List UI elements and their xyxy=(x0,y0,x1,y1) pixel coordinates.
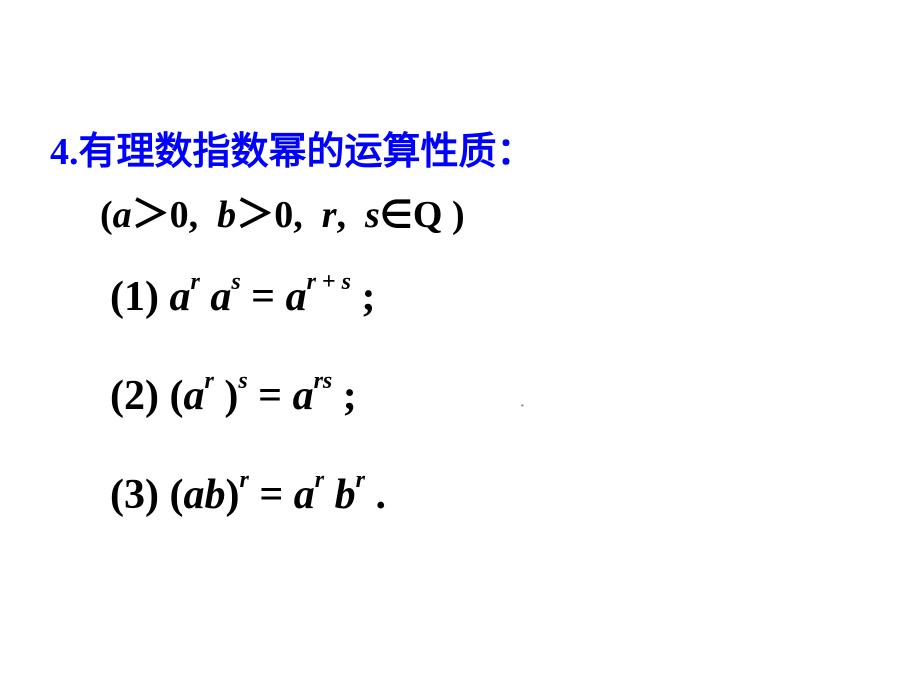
eq2-a2: a xyxy=(293,373,314,419)
var-r: r xyxy=(322,194,337,236)
set-q: Q xyxy=(413,194,443,236)
eq1-a3: a xyxy=(286,274,307,320)
eq2-a: a xyxy=(183,373,204,419)
zero-2: 0, xyxy=(274,194,312,236)
equation-3: (3) (ab)r = ar br . xyxy=(110,466,870,525)
eq1-semicolon: ; xyxy=(351,274,376,320)
var-s: s xyxy=(365,194,380,236)
eq2-exp-r: r xyxy=(204,368,213,394)
eq1-label: (1) xyxy=(110,274,169,320)
eq3-a: a xyxy=(183,472,204,518)
eq1-a1: a xyxy=(169,274,190,320)
paren-open: ( xyxy=(100,194,113,236)
eq1-a2: a xyxy=(210,274,231,320)
slide-content: 4.有理数指数幂的运算性质： (a＞0, b＞0, r, s∈Q ) (1) a… xyxy=(50,120,870,564)
eq3-close: ) xyxy=(225,472,239,518)
eq3-b2: b xyxy=(335,472,356,518)
eq1-exp-rs: r + s xyxy=(307,269,351,295)
eq2-exp-rs: rs xyxy=(314,368,333,394)
eq3-sp xyxy=(324,472,335,518)
eq3-exp-r: r xyxy=(239,467,248,493)
eq2-equals: = xyxy=(248,373,293,419)
eq3-b: b xyxy=(204,472,225,518)
eq1-sp xyxy=(200,274,211,320)
comma: , xyxy=(336,194,355,236)
equation-1: (1) ar as = ar + s ; xyxy=(110,268,870,327)
section-title: 4.有理数指数幂的运算性质： xyxy=(50,120,870,175)
eq3-period: . xyxy=(365,472,386,518)
condition-line: (a＞0, b＞0, r, s∈Q ) xyxy=(100,183,870,238)
eq1-equals: = xyxy=(241,274,286,320)
eq2-close: ) xyxy=(214,373,239,419)
var-b: b xyxy=(217,194,236,236)
gt-sign-2: ＞ xyxy=(236,194,274,236)
element-of: ∈ xyxy=(380,194,413,236)
eq1-exp-r: r xyxy=(190,269,199,295)
slide-marker-icon: · xyxy=(520,397,525,417)
eq2-exp-s: s xyxy=(238,368,247,394)
eq3-label: (3) ( xyxy=(110,472,183,518)
eq1-exp-s: s xyxy=(231,269,240,295)
zero-1: 0, xyxy=(170,194,208,236)
eq3-exp-r2: r xyxy=(315,467,324,493)
eq2-semicolon: ; xyxy=(332,373,357,419)
paren-close: ) xyxy=(442,194,464,236)
gt-sign-1: ＞ xyxy=(132,194,170,236)
eq2-label: (2) ( xyxy=(110,373,183,419)
equation-2: (2) (ar )s = ars ; · xyxy=(110,367,870,426)
eq3-equals: = xyxy=(249,472,294,518)
eq3-exp-r3: r xyxy=(356,467,365,493)
eq3-a2: a xyxy=(294,472,315,518)
var-a: a xyxy=(113,194,132,236)
